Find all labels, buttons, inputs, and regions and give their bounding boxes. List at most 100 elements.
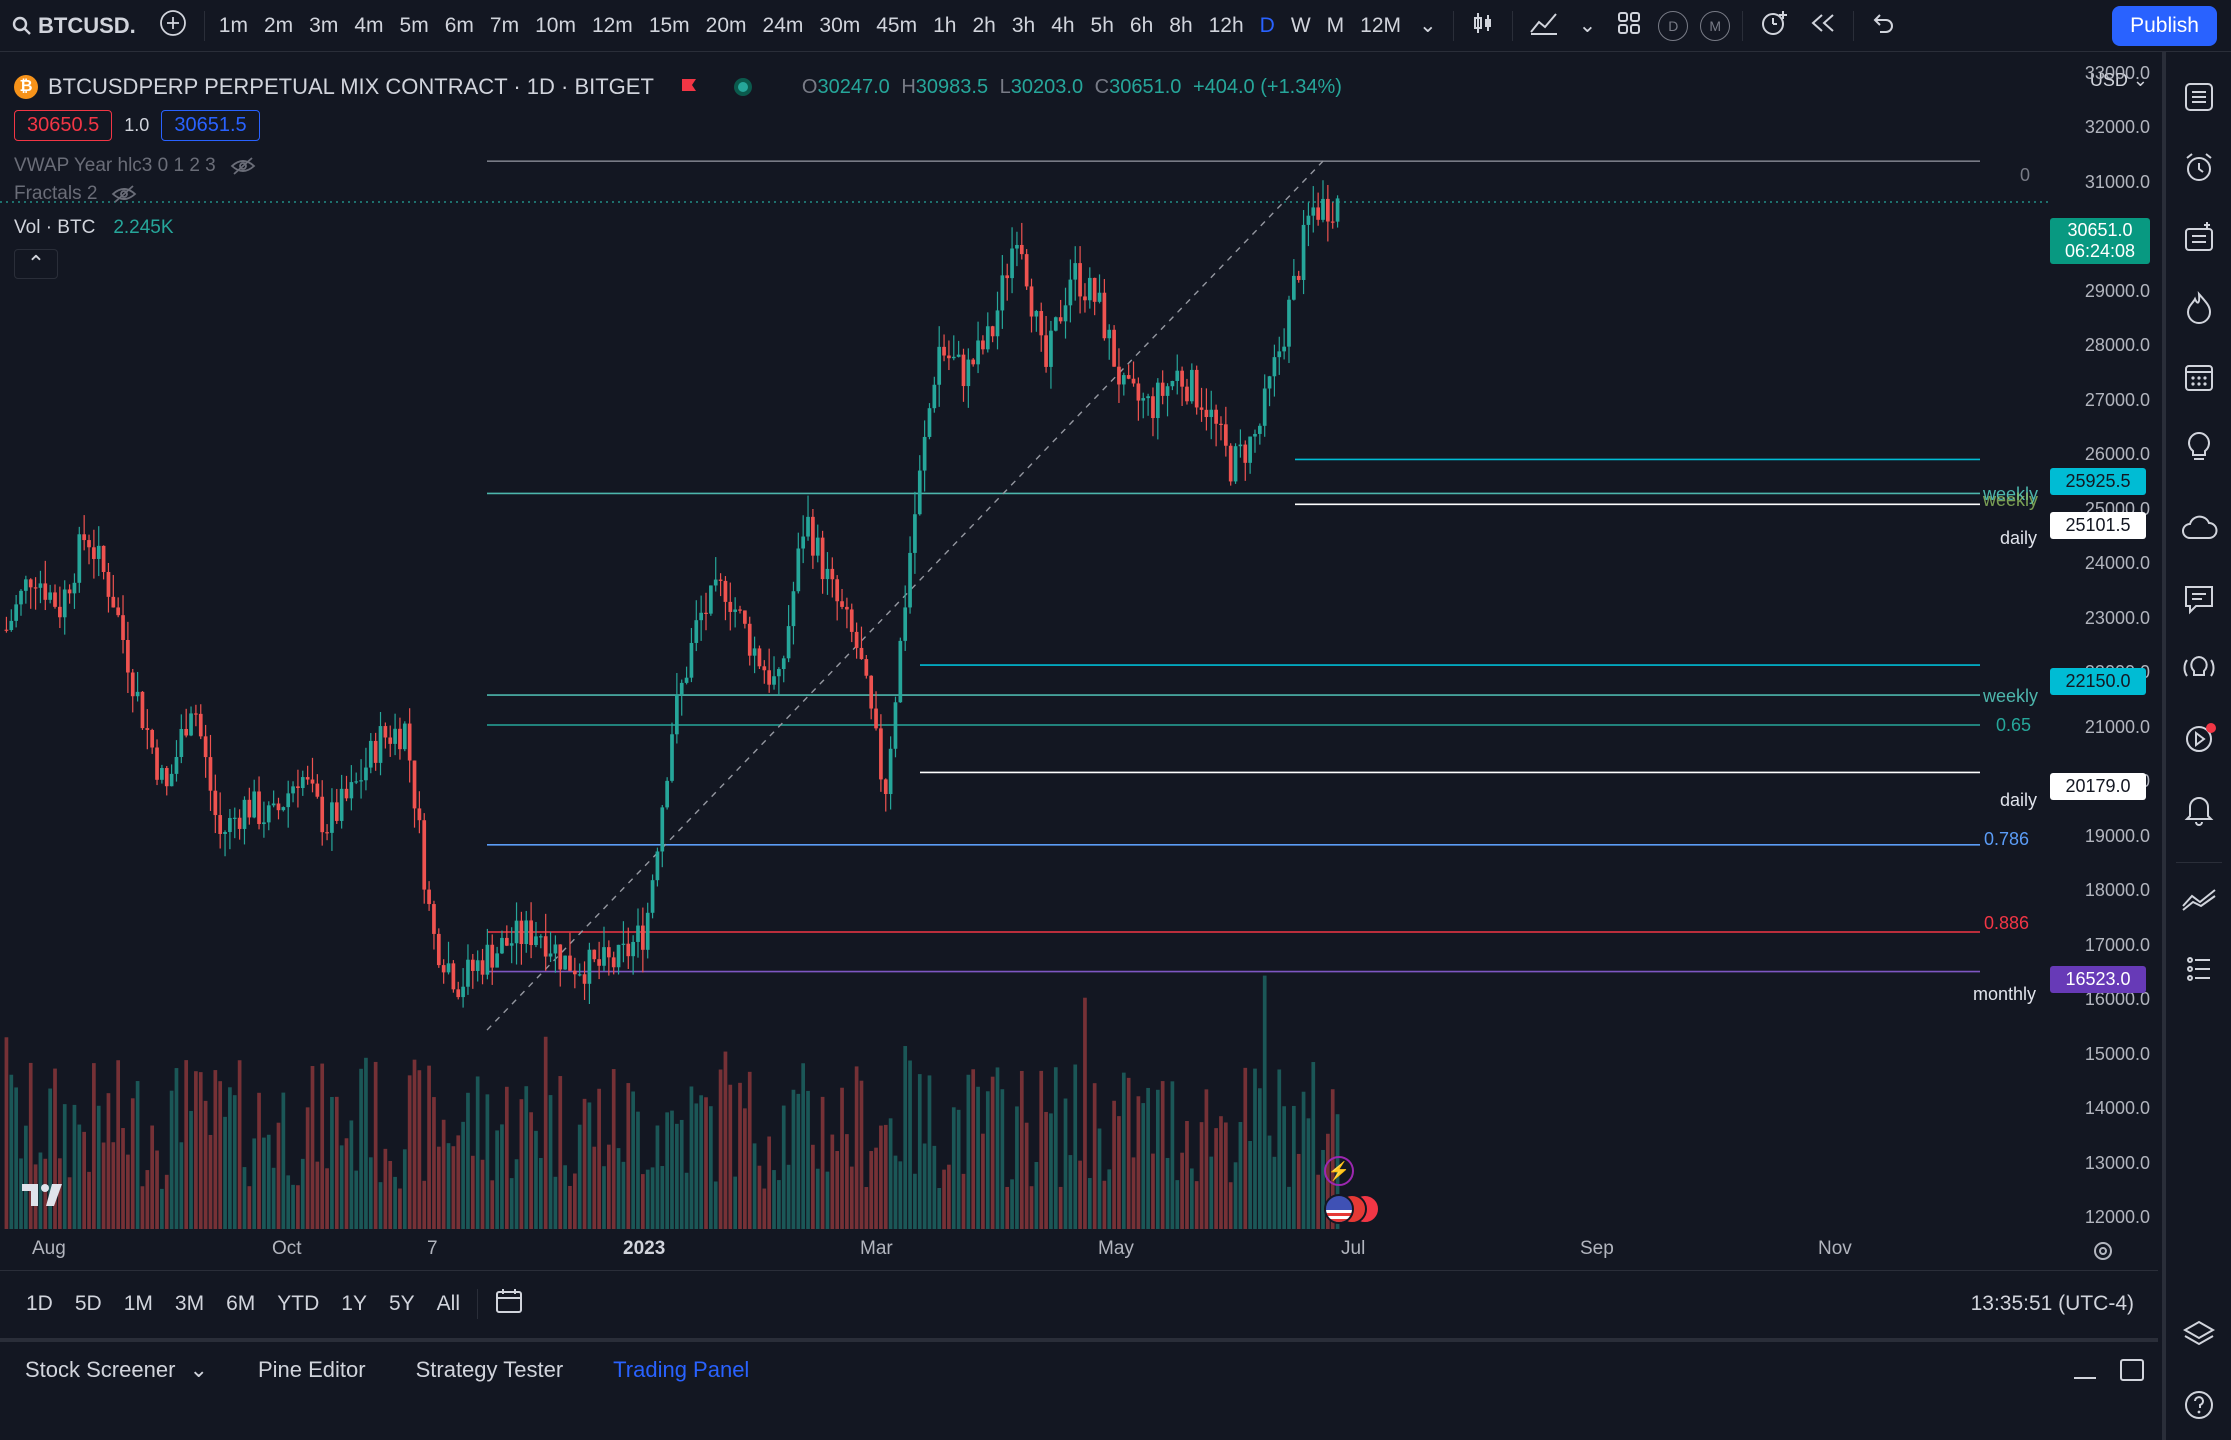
help-icon[interactable] (2178, 1384, 2220, 1426)
timeframe-2m[interactable]: 2m (263, 13, 294, 37)
timeframe-d[interactable]: D (1259, 13, 1275, 37)
volume-bar (835, 1151, 840, 1229)
timeframe-20m[interactable]: 20m (705, 13, 747, 37)
timeframe-1m[interactable]: 1m (218, 13, 248, 37)
range-6m[interactable]: 6M (226, 1291, 256, 1315)
range-ytd[interactable]: YTD (277, 1291, 320, 1315)
timeframe-7m[interactable]: 7m (489, 13, 520, 37)
divider (203, 10, 205, 41)
minimize-panel-icon[interactable] (2074, 1377, 2096, 1379)
timeframe-15m[interactable]: 15m (648, 13, 690, 37)
range-all[interactable]: All (436, 1291, 460, 1315)
cloud-chat-icon[interactable] (2178, 508, 2220, 550)
timeframe-m[interactable]: M (1326, 13, 1345, 37)
volume-bar (762, 1188, 767, 1229)
streams-play-icon[interactable] (2178, 718, 2220, 760)
timeframe-12m[interactable]: 12m (591, 13, 633, 37)
range-5d[interactable]: 5D (74, 1291, 102, 1315)
timeframe-10m[interactable]: 10m (535, 13, 576, 37)
tab-strategy-tester[interactable]: Strategy Tester (415, 1357, 564, 1382)
chevron-down-icon[interactable]: ⌄ (1578, 14, 1597, 37)
timeframe-4h[interactable]: 4h (1051, 13, 1075, 37)
timeframe-12h[interactable]: 12h (1208, 13, 1244, 37)
layers-icon[interactable] (2178, 1314, 2220, 1356)
timeframe-6h[interactable]: 6h (1129, 13, 1154, 37)
monthly-toggle-button[interactable]: M (1700, 10, 1731, 41)
timeframe-w[interactable]: W (1290, 13, 1311, 37)
eye-hidden-icon[interactable] (111, 184, 137, 204)
volume-bar (1068, 1155, 1073, 1229)
buy-price-button[interactable]: 30651.5 (161, 110, 260, 141)
range-1y[interactable]: 1Y (341, 1291, 367, 1315)
layout-grid-icon[interactable] (1606, 10, 1652, 42)
dom-orderbook-icon[interactable] (2178, 948, 2220, 990)
object-tree-icon[interactable] (2178, 216, 2220, 258)
volume-bar (116, 1060, 121, 1229)
collapse-legend-button[interactable]: ⌃ (14, 249, 58, 279)
timeframe-5h[interactable]: 5h (1090, 13, 1114, 37)
indicator-vwap[interactable]: VWAP Year hlc3 0 1 2 3 (14, 155, 1342, 177)
timeframe-5m[interactable]: 5m (399, 13, 429, 37)
currency-selector[interactable]: USD ⌄ (2089, 70, 2148, 90)
timeframe-8h[interactable]: 8h (1169, 13, 1193, 37)
calendar-icon[interactable] (2178, 356, 2220, 398)
watchlist-icon[interactable] (2178, 76, 2220, 118)
hotlist-flame-icon[interactable] (2178, 286, 2220, 328)
timeframe-12m[interactable]: 12M (1360, 13, 1402, 37)
chevron-down-icon[interactable]: ⌄ (1419, 14, 1437, 37)
flag-icon[interactable] (678, 76, 700, 98)
axis-settings-icon[interactable] (2092, 1240, 2114, 1267)
eye-hidden-icon[interactable] (230, 156, 256, 176)
candle-body (709, 585, 713, 614)
price-chart[interactable] (0, 56, 2158, 1231)
daily-toggle-button[interactable]: D (1658, 10, 1689, 41)
alarm-clock-icon[interactable] (2178, 146, 2220, 188)
tab-pine-editor[interactable]: Pine Editor (257, 1357, 366, 1382)
volume-bar (985, 1091, 990, 1229)
timeframe-1h[interactable]: 1h (933, 13, 957, 37)
range-1d[interactable]: 1D (26, 1291, 53, 1315)
timeframe-24m[interactable]: 24m (762, 13, 804, 37)
maximize-panel-icon[interactable] (2120, 1359, 2144, 1381)
symbol-search[interactable]: BTCUSD. (0, 13, 148, 39)
chevron-down-icon[interactable]: ⌄ (189, 1357, 208, 1382)
open-value: 30247.0 (817, 75, 890, 98)
goto-date-icon[interactable] (484, 1287, 534, 1321)
indicators-icon[interactable] (1519, 10, 1569, 42)
range-3m[interactable]: 3M (174, 1291, 205, 1315)
ideas-stream-icon[interactable] (2178, 648, 2220, 690)
timeframe-45m[interactable]: 45m (876, 13, 918, 37)
timeframe-2h[interactable]: 2h (972, 13, 996, 37)
alert-add-icon[interactable] (1749, 8, 1799, 44)
volume-legend[interactable]: Vol · BTC 2.245K (14, 217, 1342, 239)
timeframe-3m[interactable]: 3m (309, 13, 339, 37)
tab-trading-panel[interactable]: Trading Panel (613, 1357, 750, 1382)
lightning-event-icon[interactable]: ⚡ (1324, 1156, 1354, 1186)
timeframe-3h[interactable]: 3h (1011, 13, 1036, 37)
ideas-lightbulb-icon[interactable] (2178, 426, 2220, 468)
timeframe-4m[interactable]: 4m (354, 13, 384, 37)
candle-type-icon[interactable] (1460, 10, 1506, 42)
notifications-bell-icon[interactable] (2178, 788, 2220, 830)
time-axis[interactable]: Aug Oct 7 2023 Mar May Jul Sep Nov (0, 1238, 2110, 1266)
sell-price-button[interactable]: 30650.5 (14, 110, 113, 141)
timeframe-6m[interactable]: 6m (444, 13, 474, 37)
symbol-title[interactable]: BTCUSDPERP PERPETUAL MIX CONTRACT · 1D ·… (48, 74, 654, 99)
range-5y[interactable]: 5Y (388, 1291, 415, 1315)
undo-icon[interactable] (1860, 10, 1906, 42)
replay-icon[interactable] (1799, 10, 1847, 42)
tab-stock-screener[interactable]: Stock Screener ⌄ (25, 1357, 208, 1382)
clock-timezone[interactable]: 13:35:51 (UTC-4) (1970, 1291, 2134, 1315)
chat-icon[interactable] (2178, 578, 2220, 620)
range-1m[interactable]: 1M (123, 1291, 153, 1315)
candle-body (354, 781, 359, 783)
publish-button[interactable]: Publish (2112, 5, 2217, 46)
candle-body (48, 592, 52, 600)
economic-events-icon[interactable] (1324, 1194, 1380, 1224)
timeframe-30m[interactable]: 30m (819, 13, 861, 37)
trading-panel-chart-icon[interactable] (2178, 878, 2220, 920)
compare-add-icon[interactable] (148, 8, 198, 44)
volume-bar (854, 1066, 859, 1229)
indicator-fractals[interactable]: Fractals 2 (14, 183, 1342, 205)
volume-bar (553, 1176, 558, 1229)
